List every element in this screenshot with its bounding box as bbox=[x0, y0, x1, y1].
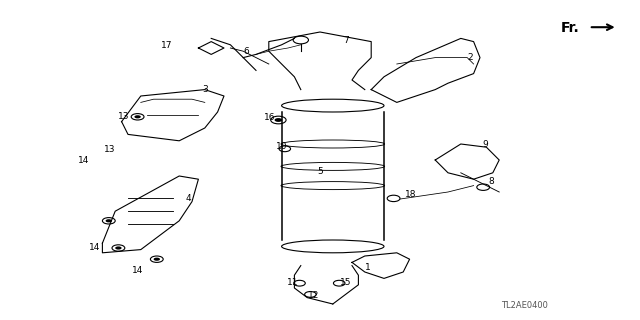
Text: TL2AE0400: TL2AE0400 bbox=[501, 301, 548, 310]
Circle shape bbox=[154, 258, 160, 261]
Text: 13: 13 bbox=[104, 145, 116, 154]
Text: 16: 16 bbox=[264, 113, 276, 122]
Text: 3: 3 bbox=[202, 85, 207, 94]
Text: 18: 18 bbox=[405, 190, 417, 199]
Text: 17: 17 bbox=[161, 41, 172, 50]
Text: 8: 8 bbox=[489, 177, 494, 186]
Text: 14: 14 bbox=[77, 156, 89, 165]
Text: 2: 2 bbox=[468, 53, 473, 62]
Text: 12: 12 bbox=[308, 291, 319, 300]
Text: 13: 13 bbox=[118, 112, 129, 121]
Text: 11: 11 bbox=[287, 278, 299, 287]
Text: 15: 15 bbox=[340, 278, 351, 287]
Text: 7: 7 bbox=[343, 36, 348, 44]
Text: Fr.: Fr. bbox=[561, 21, 579, 35]
Text: 14: 14 bbox=[89, 243, 100, 252]
Text: 10: 10 bbox=[276, 142, 287, 151]
Circle shape bbox=[115, 246, 122, 250]
Text: 1: 1 bbox=[365, 263, 371, 272]
Text: 4: 4 bbox=[186, 194, 191, 203]
Text: 14: 14 bbox=[132, 266, 143, 275]
Circle shape bbox=[106, 219, 112, 222]
Text: 9: 9 bbox=[483, 140, 488, 149]
Circle shape bbox=[134, 115, 141, 118]
Text: 6: 6 bbox=[244, 47, 249, 56]
Text: 5: 5 bbox=[317, 167, 323, 176]
Circle shape bbox=[275, 118, 282, 122]
